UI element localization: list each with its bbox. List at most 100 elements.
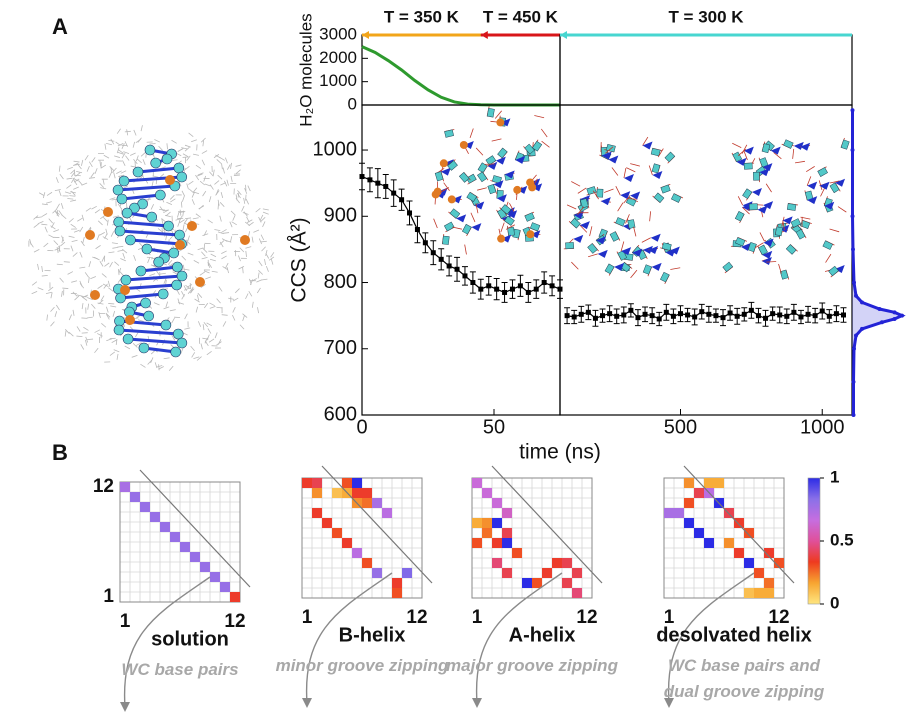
water-stick (189, 288, 195, 294)
water-stick (120, 258, 126, 262)
water-stick (170, 198, 176, 203)
inset-stick (588, 253, 598, 258)
water-stick (270, 258, 274, 265)
water-stick (86, 165, 90, 172)
water-stick (192, 217, 199, 220)
backbone (118, 175, 130, 187)
backbone (176, 171, 188, 183)
inset-ring (817, 167, 828, 177)
heatmap-cell (352, 478, 362, 488)
water-stick (97, 284, 103, 289)
heatmap-title: B-helix (339, 624, 406, 646)
water-stick (117, 143, 124, 147)
water-stick (98, 312, 101, 319)
inset-stick (648, 165, 653, 176)
water-stick (181, 195, 185, 202)
inset-ring (734, 211, 745, 222)
inset-base (495, 156, 506, 165)
heatmap-cell (482, 518, 492, 528)
y-tick-label: 0 (348, 94, 357, 113)
water-stick (151, 181, 154, 188)
water-stick (204, 183, 211, 187)
data-point (525, 289, 531, 295)
inset-stick (571, 181, 581, 187)
water-stick (171, 317, 175, 324)
water-stick (122, 160, 126, 166)
heatmap-cell (572, 588, 582, 598)
inset-base (596, 236, 607, 245)
heatmap-cell (220, 582, 230, 592)
water-stick (236, 192, 241, 199)
water-stick (182, 156, 189, 158)
water-stick (70, 245, 74, 252)
water-stick (84, 272, 89, 278)
water-stick (117, 249, 124, 252)
inset-base (493, 180, 504, 189)
water-stick (255, 208, 261, 213)
y-tick-label: 700 (324, 337, 357, 359)
water-stick (91, 205, 97, 210)
data-point (470, 280, 476, 286)
water-stick (114, 261, 120, 266)
inset-ring (570, 217, 581, 229)
data-point (748, 307, 754, 313)
water-stick (41, 274, 48, 277)
water-stick (68, 218, 74, 223)
inset-stick (617, 202, 624, 212)
inset-stick (577, 206, 585, 215)
heatmap-cell (734, 548, 744, 558)
heatmap-cell (744, 528, 754, 538)
water-stick (185, 217, 192, 220)
water-stick (195, 164, 202, 169)
data-point (798, 314, 804, 320)
inset-ring (660, 184, 671, 194)
water-stick (53, 240, 59, 246)
inset-base (751, 188, 762, 197)
data-point (621, 312, 627, 318)
inset-ring (651, 163, 661, 174)
backbone (140, 297, 151, 309)
water-stick (190, 345, 195, 351)
heatmap-cell (492, 558, 502, 568)
water-stick (182, 224, 185, 231)
heatmap-cell (694, 528, 704, 538)
water-stick (67, 198, 74, 200)
water-stick (29, 238, 32, 245)
inset-stick (443, 182, 450, 192)
water-stick (224, 180, 228, 187)
y-tick-label: 1000 (313, 138, 358, 160)
data-point (791, 309, 797, 315)
water-stick (41, 265, 43, 273)
water-stick (56, 203, 60, 210)
distribution-point (860, 326, 864, 331)
water-stick (194, 298, 200, 303)
water-stick (193, 260, 200, 264)
distribution-point (854, 333, 858, 338)
water-stick (116, 170, 122, 174)
inset-ring (565, 242, 575, 250)
inset-ring (722, 261, 734, 273)
inset-stick (630, 163, 640, 167)
water-stick (232, 307, 236, 313)
heatmap-cell (694, 488, 704, 498)
water-stick (60, 202, 64, 209)
water-stick (248, 221, 254, 227)
water-stick (118, 269, 120, 276)
heatmap-cell (542, 568, 552, 578)
inset-base (743, 146, 754, 155)
water-stick (209, 184, 214, 190)
inset-stick (625, 214, 630, 224)
water-stick (179, 219, 185, 224)
inset-ring (532, 140, 543, 152)
inset-stick (626, 167, 636, 173)
water-stick (128, 216, 133, 223)
base-pair (127, 337, 183, 345)
water-stick (52, 208, 58, 214)
water-stick (230, 210, 236, 216)
data-point (414, 227, 420, 233)
water-stick (55, 177, 59, 184)
guide-arrow-head (120, 702, 130, 712)
water-stick (201, 159, 206, 166)
inset-stick (766, 261, 777, 263)
water-stick (114, 155, 120, 158)
